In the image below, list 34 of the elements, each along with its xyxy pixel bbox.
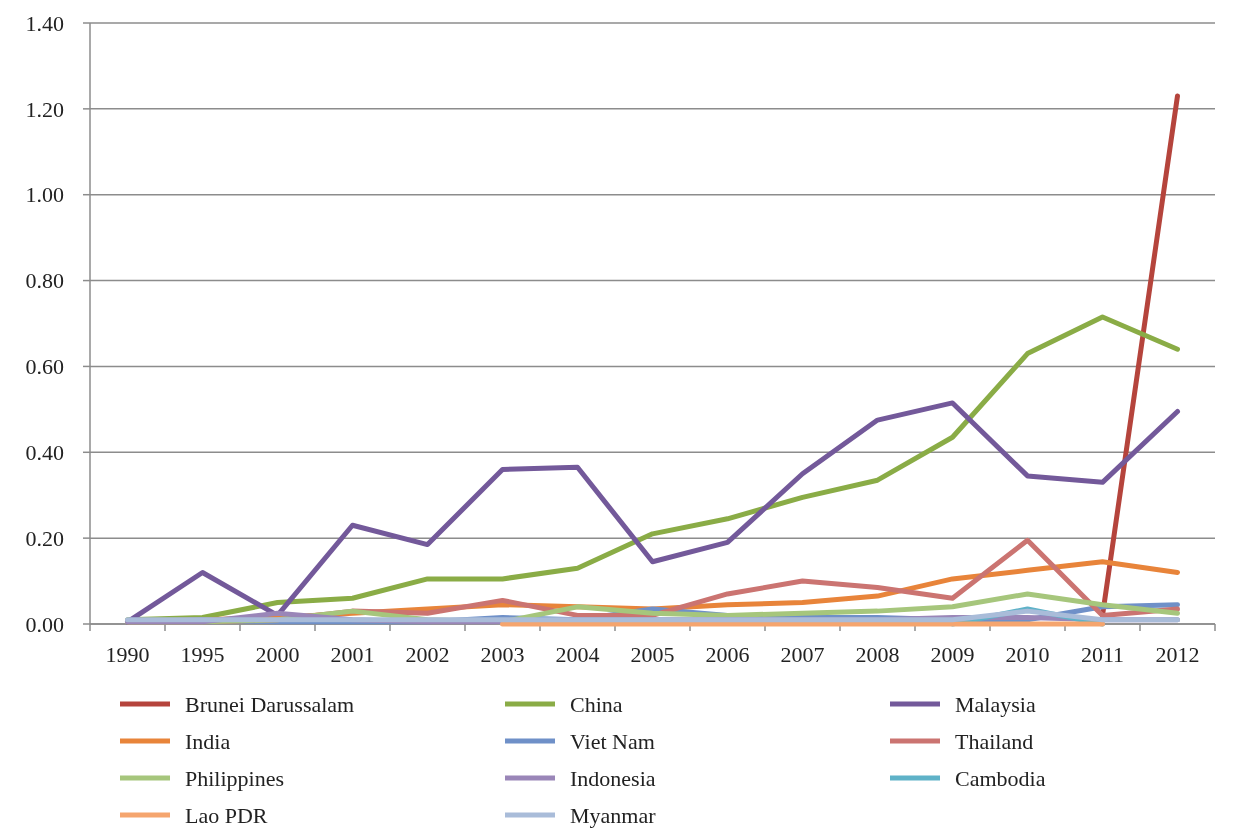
x-tick-label: 2003 <box>480 642 525 667</box>
x-tick-label: 2005 <box>630 642 675 667</box>
x-tick-label: 2004 <box>555 642 600 667</box>
x-tick-label: 1995 <box>180 642 225 667</box>
y-tick-label: 0.20 <box>25 525 64 551</box>
legend-label: Philippines <box>185 765 285 791</box>
x-tick-label: 2010 <box>1005 642 1050 667</box>
legend-label: Indonesia <box>570 765 656 791</box>
x-tick-label: 2008 <box>855 642 900 667</box>
x-tick-label: 2001 <box>330 642 375 667</box>
legend-label: India <box>185 728 231 754</box>
legend-label: Malaysia <box>955 691 1036 717</box>
legend-label: Viet Nam <box>570 728 655 754</box>
x-tick-label: 2009 <box>930 642 975 667</box>
legend-label: Brunei Darussalam <box>185 691 355 717</box>
y-tick-label: 0.40 <box>25 439 64 465</box>
y-tick-label: 1.00 <box>25 182 64 208</box>
x-tick-label: 2007 <box>780 642 825 667</box>
legend-label: Cambodia <box>955 765 1046 791</box>
y-tick-label: 1.20 <box>25 96 64 122</box>
legend-label: Thailand <box>955 728 1034 754</box>
y-tick-label: 0.00 <box>25 611 64 637</box>
legend-label: Lao PDR <box>185 802 268 828</box>
y-tick-label: 1.40 <box>25 10 64 36</box>
x-tick-label: 2012 <box>1155 642 1200 667</box>
x-tick-label: 2006 <box>705 642 750 667</box>
x-tick-label: 2011 <box>1080 642 1125 667</box>
y-tick-label: 0.80 <box>25 268 64 294</box>
legend-label: Myanmar <box>570 802 657 828</box>
x-tick-label: 2002 <box>405 642 450 667</box>
y-tick-label: 0.60 <box>25 354 64 380</box>
x-tick-label: 2000 <box>255 642 300 667</box>
legend-label: China <box>570 691 623 717</box>
x-tick-label: 1990 <box>105 642 150 667</box>
